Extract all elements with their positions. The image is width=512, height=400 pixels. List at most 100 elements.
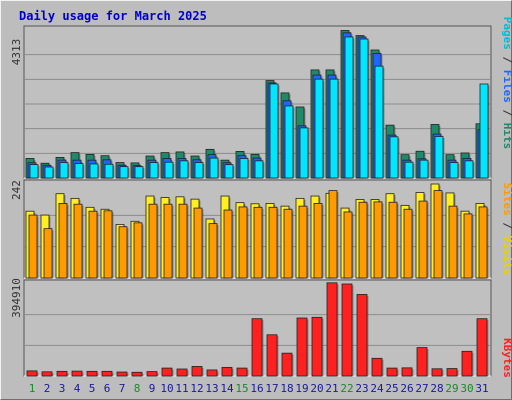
pages-bar [389,136,399,179]
pages-bar [434,136,444,179]
sites-bar [463,213,473,279]
pages-bar [479,83,489,179]
day-label: 12 [190,382,203,395]
pages-bar [269,83,279,179]
kbytes-bar [401,367,413,377]
kbytes-bar [206,369,218,377]
day-label: 11 [175,382,188,395]
legend-kbytes: KBytes [501,338,512,378]
day-label: 15 [235,382,248,395]
kbytes-bar [326,282,338,377]
day-label: 30 [460,382,473,395]
day-label: 26 [400,382,413,395]
chart-bars [25,30,490,377]
day-label: 6 [104,382,111,395]
day-label: 29 [445,382,458,395]
sites-bar [448,205,458,279]
day-label: 9 [149,382,156,395]
sites-bar [313,203,323,279]
pages-bar [284,105,294,179]
kbytes-bar [341,283,353,377]
kbytes-bar [26,370,38,377]
day-label: 13 [205,382,218,395]
legend-sep-3: / [501,222,512,229]
day-label: 2 [44,382,51,395]
sites-bar [118,226,128,279]
sites-bar [28,214,38,279]
pages-bar [104,163,114,179]
day-label: 16 [250,382,263,395]
sites-bar [208,223,218,279]
kbytes-bar [431,368,443,377]
day-label: 28 [430,382,443,395]
day-label: 8 [134,382,141,395]
legend-files: Files [501,70,512,103]
day-label: 17 [265,382,278,395]
kbytes-bar [251,318,263,377]
sites-bar [268,206,278,279]
pages-bar [119,166,129,179]
pages-bar [74,163,84,179]
kbytes-bar [41,371,53,377]
kbytes-bar [386,367,398,377]
sites-bar [358,201,368,279]
day-label: 10 [160,382,173,395]
pages-bar [59,162,69,179]
pages-bar [224,164,234,179]
sites-bar [478,206,488,279]
sites-bar [283,208,293,279]
day-label: 1 [29,382,36,395]
pages-bar [254,160,264,179]
sites-bar [418,200,428,279]
sites-bar [133,222,143,279]
pages-bar [239,158,249,179]
kbytes-bar [71,370,83,377]
pages-bar [314,78,324,179]
sites-bar [253,206,263,279]
day-label: 3 [59,382,66,395]
sites-bar [88,210,98,279]
sites-bar [223,209,233,279]
sites-bar [148,203,158,279]
kbytes-bar [116,371,128,377]
kbytes-bar [416,347,428,377]
day-label: 19 [295,382,308,395]
kbytes-bar [176,368,188,377]
pages-bar [209,157,219,179]
top-legend: Pages / Files / Hits [501,17,512,150]
middle-ymax-label: 242 [10,180,23,200]
pages-bar [449,162,459,179]
chart-title: Daily usage for March 2025 [19,9,207,23]
day-label: 27 [415,382,428,395]
day-label: 7 [119,382,126,395]
sites-bar [433,190,443,279]
sites-bar [388,201,398,279]
pages-bar [89,163,99,179]
kbytes-bar [86,370,98,377]
legend-sep-2: / [501,110,512,117]
kbytes-bar [476,318,488,377]
pages-bar [164,161,174,179]
legend-hits: Hits [501,123,512,150]
pages-bar [359,38,369,179]
sites-bar [193,207,203,279]
middle-legend: Sites / Visits [501,183,512,276]
day-label: 20 [310,382,323,395]
kbytes-bar [296,317,308,377]
kbytes-bar [356,294,368,377]
day-label: 25 [385,382,398,395]
sites-bar [373,201,383,279]
kbytes-bar [161,367,173,377]
kbytes-bar [446,368,458,377]
sites-bar [163,203,173,279]
day-labels: 1 2 3 4 5 6 7 8 9 10 11 12 13 14 15 16 17 18 19 20 21 22 23 24 2… [29,382,489,395]
day-label: 18 [280,382,293,395]
pages-bar [44,166,54,179]
sites-bar [73,203,83,279]
kbytes-bar [131,371,143,377]
legend-pages: Pages [501,17,512,50]
pages-bar [374,65,384,179]
kbytes-bar [236,367,248,377]
pages-bar [464,160,474,179]
